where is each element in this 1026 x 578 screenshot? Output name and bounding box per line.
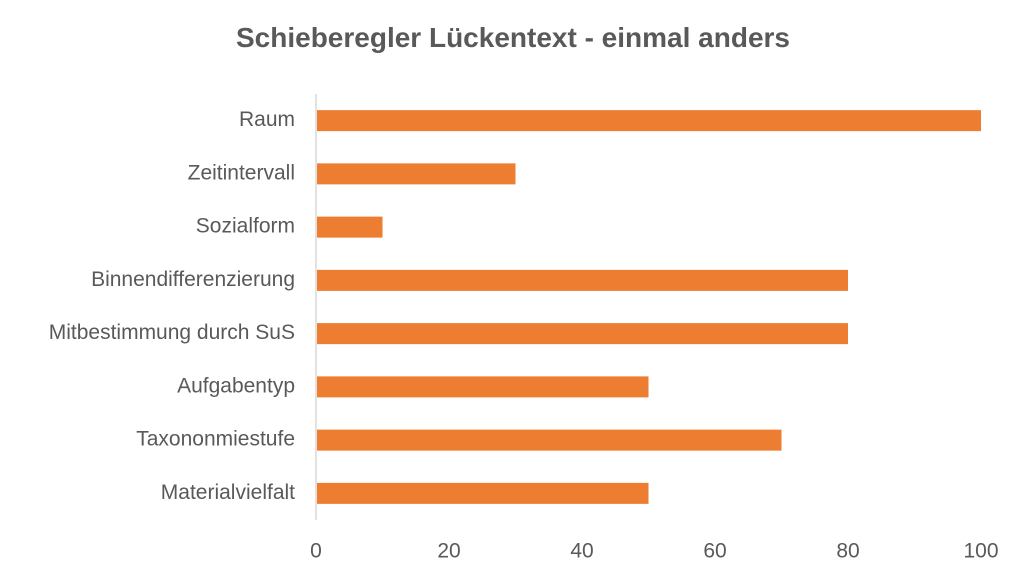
category-label: Mitbestimmung durch SuS [49,321,295,344]
category-label: Raum [239,108,295,131]
bar [317,376,649,398]
bar [317,216,383,238]
bar [317,269,848,291]
x-tick-label: 60 [703,540,726,563]
category-label: Zeitintervall [188,161,295,184]
category-label: Binnendifferenzierung [91,268,295,291]
x-tick-label: 20 [437,540,460,563]
x-tick-label: 80 [836,540,859,563]
category-label: Sozialform [196,215,295,238]
bar [317,323,848,345]
category-label: Taxononmiestufe [136,428,295,451]
x-tick-label: 40 [570,540,593,563]
bar [317,110,981,132]
bar [317,429,782,451]
bar [317,482,649,504]
bar [317,163,516,185]
category-label: Materialvielfalt [161,481,295,504]
category-label: Aufgabentyp [177,374,295,397]
chart-title: Schieberegler Lückentext - einmal anders [236,22,790,53]
x-tick-label: 0 [310,540,322,563]
x-tick-label: 100 [963,540,998,563]
